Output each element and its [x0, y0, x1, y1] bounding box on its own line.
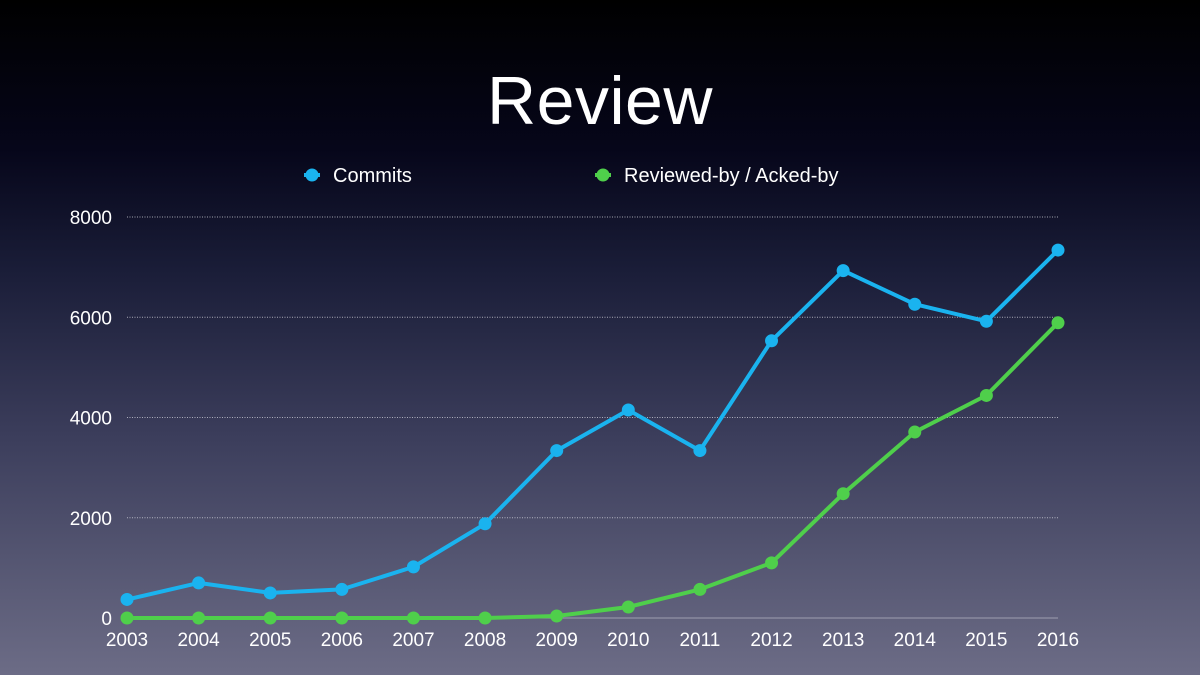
- x-tick-label: 2012: [750, 630, 792, 651]
- x-tick-label: 2014: [894, 630, 937, 651]
- x-tick-label: 2010: [607, 630, 649, 651]
- data-point: [335, 611, 349, 625]
- x-tick-label: 2005: [249, 630, 291, 651]
- y-tick-label: 4000: [70, 409, 112, 430]
- x-tick-label: 2004: [177, 630, 220, 651]
- x-tick-label: 2015: [965, 630, 1007, 651]
- data-point: [908, 425, 922, 439]
- x-tick-label: 2011: [679, 630, 720, 651]
- data-point: [192, 576, 206, 590]
- data-point: [120, 592, 134, 606]
- series-line: [125, 320, 1060, 620]
- x-tick-label: 2013: [822, 630, 864, 651]
- data-point: [979, 388, 993, 402]
- legend-marker: [596, 168, 610, 182]
- data-point: [550, 444, 564, 458]
- series-line: [125, 248, 1060, 602]
- x-tick-label: 2003: [106, 630, 148, 651]
- data-point: [765, 334, 779, 348]
- data-point: [621, 403, 635, 417]
- data-point: [263, 611, 277, 625]
- y-tick-label: 8000: [70, 208, 112, 229]
- legend-marker: [305, 168, 319, 182]
- data-point: [621, 600, 635, 614]
- x-tick-label: 2016: [1037, 630, 1079, 651]
- data-point: [335, 582, 349, 596]
- data-point: [192, 611, 206, 625]
- data-point: [836, 264, 850, 278]
- legend-label: Commits: [333, 165, 412, 187]
- data-point: [406, 611, 420, 625]
- y-tick-label: 6000: [70, 308, 112, 329]
- data-point: [979, 314, 993, 328]
- data-point: [478, 517, 492, 531]
- data-point: [478, 611, 492, 625]
- legend-label: Reviewed-by / Acked-by: [624, 165, 839, 187]
- x-tick-label: 2006: [321, 630, 363, 651]
- data-point: [550, 609, 564, 623]
- data-point: [693, 582, 707, 596]
- x-tick-label: 2008: [464, 630, 506, 651]
- data-point: [1051, 316, 1065, 330]
- x-tick-label: 2007: [392, 630, 434, 651]
- data-point: [908, 297, 922, 311]
- x-tick-label: 2009: [536, 630, 578, 651]
- y-tick-label: 2000: [70, 509, 112, 530]
- page-title: Review: [487, 63, 713, 139]
- data-point: [263, 586, 277, 600]
- data-point: [765, 556, 779, 570]
- data-point: [120, 611, 134, 625]
- y-tick-label: 0: [101, 609, 112, 630]
- data-point: [693, 444, 707, 458]
- data-point: [406, 560, 420, 574]
- data-point: [836, 487, 850, 501]
- data-point: [1051, 243, 1065, 257]
